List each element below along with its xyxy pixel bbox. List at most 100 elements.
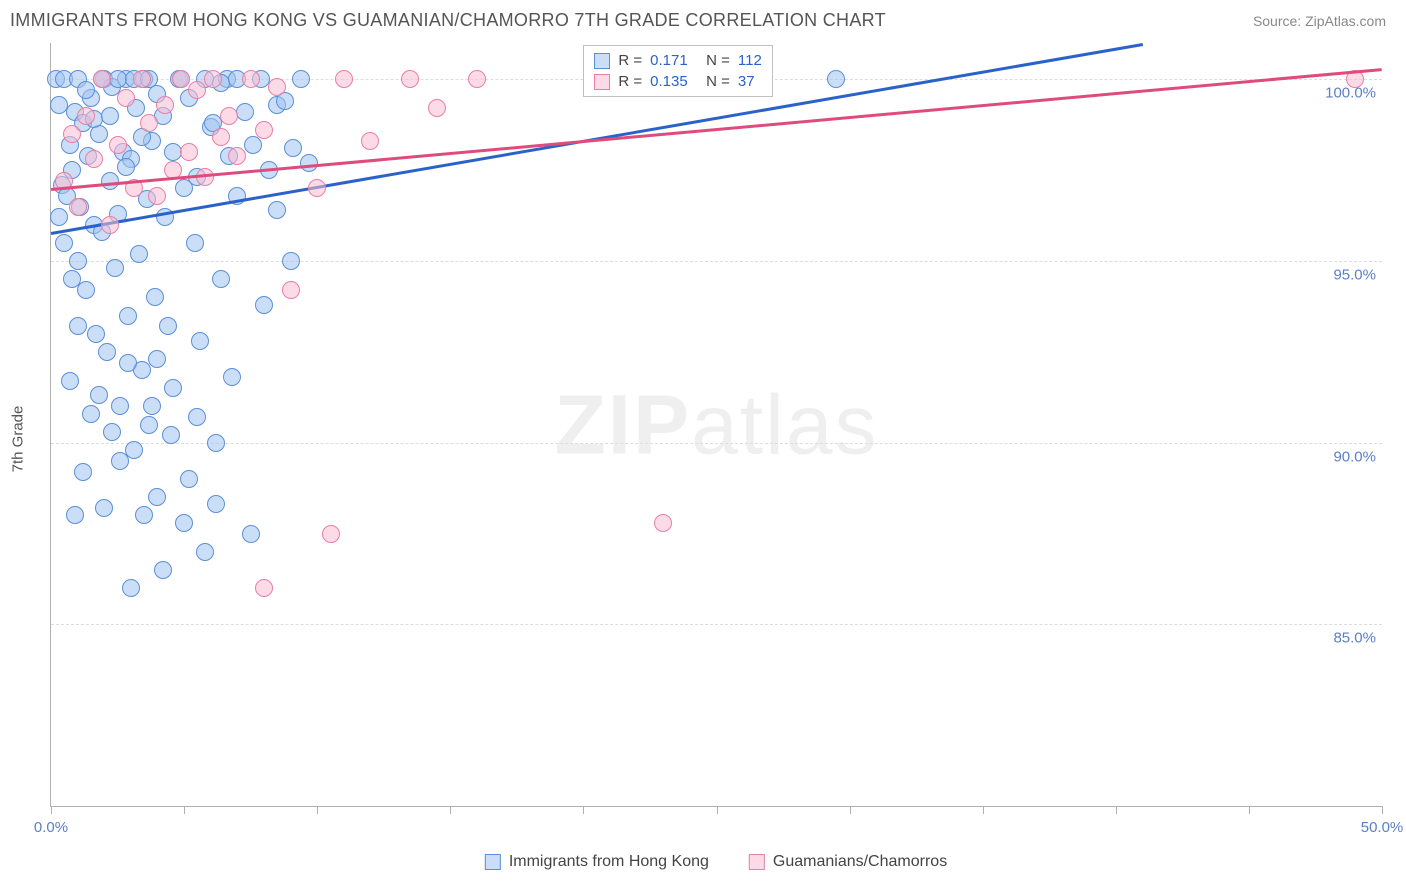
x-tick <box>583 806 584 814</box>
scatter-point <box>69 317 87 335</box>
x-tick <box>1249 806 1250 814</box>
scatter-point <box>85 150 103 168</box>
source-name: ZipAtlas.com <box>1305 13 1386 29</box>
scatter-point <box>135 506 153 524</box>
scatter-point <box>196 168 214 186</box>
legend-n-label: N = <box>706 52 730 69</box>
legend-swatch-gc <box>749 854 765 870</box>
scatter-point <box>69 252 87 270</box>
scatter-point <box>242 525 260 543</box>
legend-item-gc: Guamanians/Chamorros <box>749 853 947 871</box>
scatter-point <box>66 506 84 524</box>
scatter-point <box>148 488 166 506</box>
scatter-point <box>186 234 204 252</box>
scatter-point <box>117 89 135 107</box>
x-tick <box>983 806 984 814</box>
legend-r-value: 0.171 <box>650 52 698 69</box>
scatter-point <box>133 70 151 88</box>
scatter-point <box>255 579 273 597</box>
scatter-point <box>146 288 164 306</box>
scatter-point <box>143 397 161 415</box>
x-tick <box>850 806 851 814</box>
scatter-point <box>212 128 230 146</box>
scatter-point <box>322 525 340 543</box>
scatter-point <box>223 368 241 386</box>
legend-r-value: 0.135 <box>650 73 698 90</box>
scatter-point <box>401 70 419 88</box>
x-tick <box>184 806 185 814</box>
scatter-point <box>292 70 310 88</box>
y-tick-label: 90.0% <box>1333 448 1376 465</box>
scatter-point <box>63 270 81 288</box>
correlation-legend: R =0.171N =112R =0.135N =37 <box>583 45 772 97</box>
scatter-point <box>282 281 300 299</box>
watermark: ZIPatlas <box>554 376 878 473</box>
scatter-point <box>255 121 273 139</box>
correlation-legend-row: R =0.135N =37 <box>594 71 761 92</box>
scatter-point <box>74 463 92 481</box>
correlation-legend-row: R =0.171N =112 <box>594 50 761 71</box>
x-tick <box>1116 806 1117 814</box>
scatter-point <box>117 158 135 176</box>
y-axis-label: 7th Grade <box>10 406 27 473</box>
scatter-point <box>148 350 166 368</box>
legend-item-hk: Immigrants from Hong Kong <box>485 853 709 871</box>
scatter-point <box>109 136 127 154</box>
scatter-point <box>308 179 326 197</box>
scatter-point <box>468 70 486 88</box>
watermark-zip: ZIP <box>554 377 691 471</box>
scatter-point <box>255 296 273 314</box>
watermark-atlas: atlas <box>691 377 878 471</box>
scatter-point <box>654 514 672 532</box>
scatter-point <box>228 147 246 165</box>
scatter-point <box>101 107 119 125</box>
scatter-point <box>98 343 116 361</box>
scatter-point <box>242 70 260 88</box>
gridline <box>51 443 1382 444</box>
scatter-point <box>103 423 121 441</box>
gridline <box>51 624 1382 625</box>
scatter-point <box>335 70 353 88</box>
chart-container: 7th Grade ZIPatlas 85.0%90.0%95.0%100.0%… <box>36 39 1396 839</box>
scatter-point <box>119 307 137 325</box>
x-tick-label: 50.0% <box>1361 819 1404 836</box>
scatter-point <box>300 154 318 172</box>
scatter-point <box>196 543 214 561</box>
x-tick <box>1382 806 1383 814</box>
y-tick-label: 95.0% <box>1333 267 1376 284</box>
scatter-point <box>148 187 166 205</box>
legend-r-label: R = <box>618 52 642 69</box>
legend-swatch-hk <box>485 854 501 870</box>
gridline <box>51 261 1382 262</box>
chart-title: IMMIGRANTS FROM HONG KONG VS GUAMANIAN/C… <box>10 10 886 31</box>
y-tick-label: 85.0% <box>1333 630 1376 647</box>
legend-r-label: R = <box>618 73 642 90</box>
scatter-point <box>111 452 129 470</box>
x-tick-label: 0.0% <box>34 819 68 836</box>
legend-swatch <box>594 74 610 90</box>
scatter-point <box>827 70 845 88</box>
scatter-point <box>284 139 302 157</box>
scatter-point <box>69 198 87 216</box>
source-attribution: Source: ZipAtlas.com <box>1253 13 1386 29</box>
scatter-point <box>268 78 286 96</box>
legend-bottom: Immigrants from Hong Kong Guamanians/Cha… <box>485 853 947 871</box>
source-label: Source: <box>1253 13 1305 29</box>
x-tick <box>51 806 52 814</box>
legend-swatch <box>594 53 610 69</box>
scatter-point <box>207 434 225 452</box>
plot-area: ZIPatlas 85.0%90.0%95.0%100.0%0.0%50.0%R… <box>50 43 1382 807</box>
scatter-point <box>122 579 140 597</box>
scatter-point <box>207 495 225 513</box>
x-tick <box>450 806 451 814</box>
chart-header: IMMIGRANTS FROM HONG KONG VS GUAMANIAN/C… <box>0 0 1406 39</box>
legend-n-label: N = <box>706 73 730 90</box>
scatter-point <box>77 107 95 125</box>
scatter-point <box>220 107 238 125</box>
scatter-point <box>140 416 158 434</box>
scatter-point <box>95 499 113 517</box>
scatter-point <box>188 408 206 426</box>
scatter-point <box>154 561 172 579</box>
scatter-point <box>119 354 137 372</box>
scatter-point <box>361 132 379 150</box>
